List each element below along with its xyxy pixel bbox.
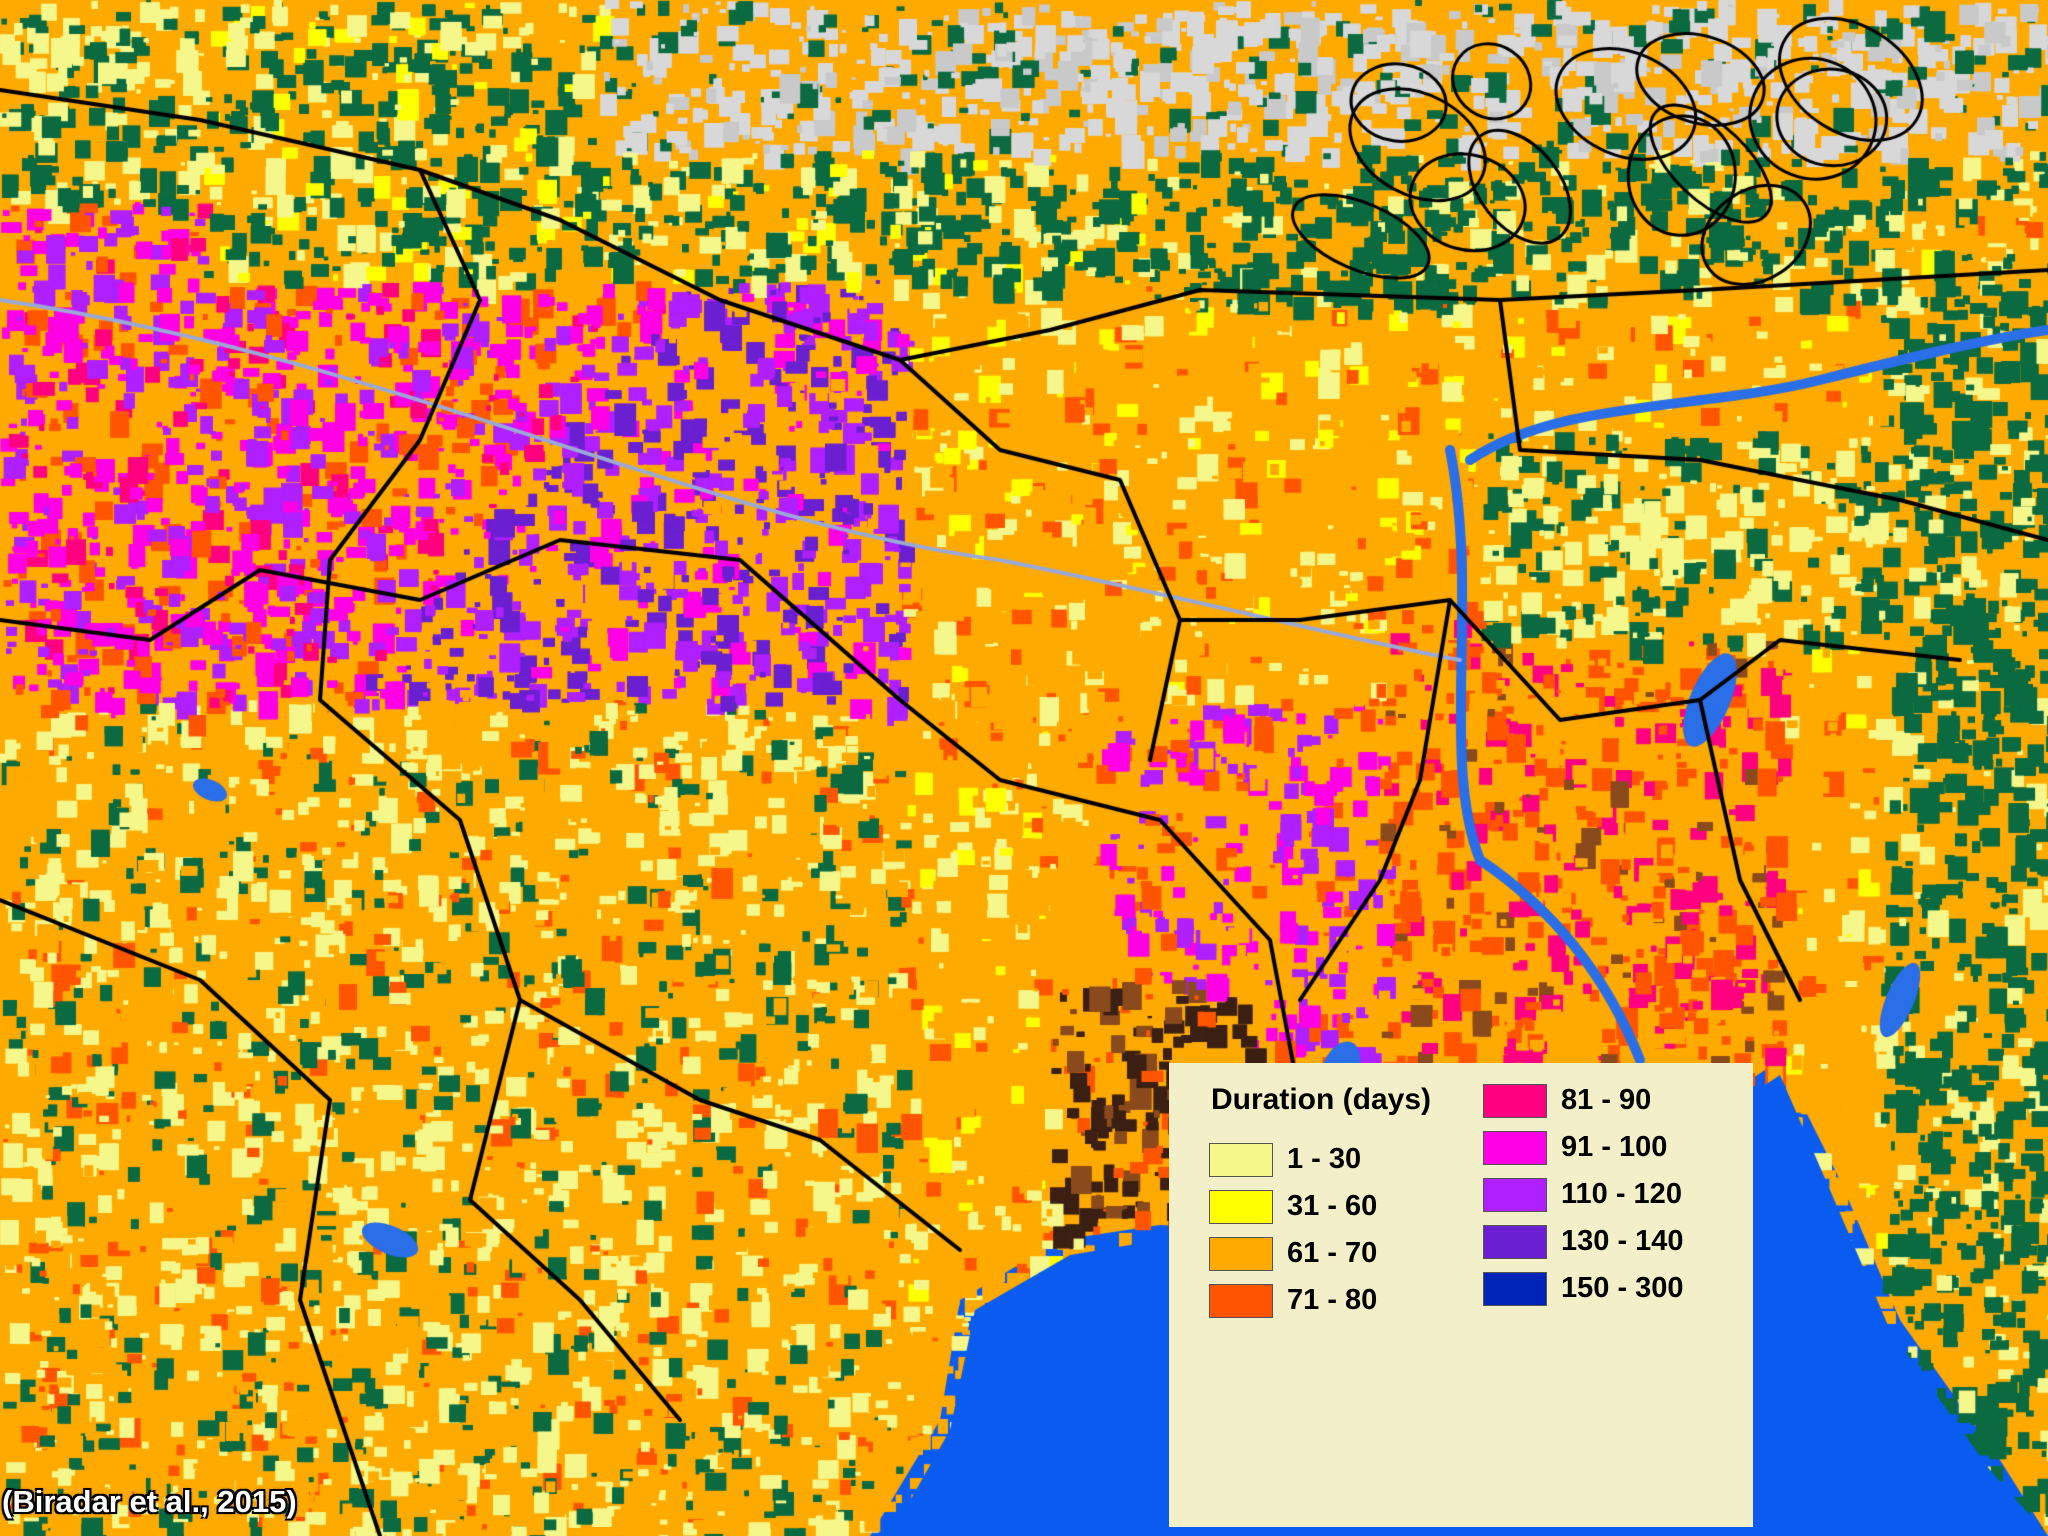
legend-label: 150 - 300 <box>1561 1272 1684 1304</box>
legend-label: 91 - 100 <box>1561 1131 1668 1163</box>
legend-item: 31 - 60 <box>1209 1183 1377 1230</box>
legend-swatch <box>1209 1142 1273 1177</box>
legend-column-right: 81 - 90 91 - 100 110 - 120 130 - 140 150… <box>1483 1077 1684 1312</box>
legend-item: 150 - 300 <box>1483 1265 1684 1312</box>
legend-swatch <box>1483 1224 1547 1259</box>
legend-swatch <box>1209 1283 1273 1318</box>
legend-item: 81 - 90 <box>1483 1077 1684 1124</box>
legend-label: 110 - 120 <box>1561 1178 1682 1210</box>
legend-title: Duration (days) <box>1211 1083 1432 1116</box>
legend-label: 1 - 30 <box>1287 1143 1362 1175</box>
legend-item: 110 - 120 <box>1483 1171 1684 1218</box>
legend-swatch <box>1209 1189 1273 1224</box>
legend-item: 1 - 30 <box>1209 1136 1377 1183</box>
legend-label: 81 - 90 <box>1561 1084 1652 1116</box>
legend-swatch <box>1483 1083 1547 1118</box>
legend-item: 130 - 140 <box>1483 1218 1684 1265</box>
map-legend: Duration (days) 1 - 30 31 - 60 61 - 70 7… <box>1169 1063 1753 1527</box>
legend-label: 130 - 140 <box>1561 1225 1684 1257</box>
citation-label: (Biradar et al., 2015) <box>2 1484 297 1519</box>
legend-swatch <box>1209 1236 1273 1271</box>
legend-item: 71 - 80 <box>1209 1277 1377 1324</box>
legend-label: 31 - 60 <box>1287 1190 1378 1222</box>
legend-item: 61 - 70 <box>1209 1230 1377 1277</box>
legend-column-left: 1 - 30 31 - 60 61 - 70 71 - 80 <box>1209 1136 1377 1324</box>
legend-swatch <box>1483 1271 1547 1306</box>
legend-label: 61 - 70 <box>1287 1237 1378 1269</box>
legend-swatch <box>1483 1177 1547 1212</box>
legend-item: 91 - 100 <box>1483 1124 1684 1171</box>
legend-swatch <box>1483 1130 1547 1165</box>
legend-label: 71 - 80 <box>1287 1284 1378 1316</box>
